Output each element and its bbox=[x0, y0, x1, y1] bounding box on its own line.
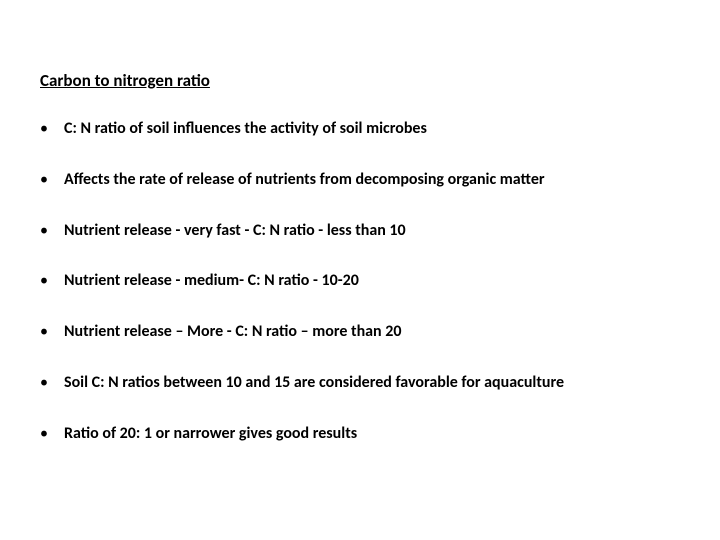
bullet-text: Affects the rate of release of nutrients… bbox=[64, 170, 680, 191]
bullet-text: Nutrient release – More - C: N ratio – m… bbox=[64, 322, 680, 343]
slide: Carbon to nitrogen ratio • C: N ratio of… bbox=[0, 0, 720, 540]
bullet-dot-icon: • bbox=[40, 170, 64, 191]
bullet-text: Ratio of 20: 1 or narrower gives good re… bbox=[64, 424, 680, 445]
bullet-dot-icon: • bbox=[40, 271, 64, 292]
list-item: • Nutrient release - very fast - C: N ra… bbox=[40, 221, 680, 242]
bullet-text: C: N ratio of soil influences the activi… bbox=[64, 119, 680, 140]
bullet-text: Nutrient release - very fast - C: N rati… bbox=[64, 221, 680, 242]
list-item: • Nutrient release - medium- C: N ratio … bbox=[40, 271, 680, 292]
slide-title: Carbon to nitrogen ratio bbox=[40, 70, 680, 91]
list-item: • Soil C: N ratios between 10 and 15 are… bbox=[40, 373, 680, 394]
list-item: • Ratio of 20: 1 or narrower gives good … bbox=[40, 424, 680, 445]
list-item: • Affects the rate of release of nutrien… bbox=[40, 170, 680, 191]
bullet-text: Soil C: N ratios between 10 and 15 are c… bbox=[64, 373, 680, 394]
list-item: • C: N ratio of soil influences the acti… bbox=[40, 119, 680, 140]
bullet-text: Nutrient release - medium- C: N ratio - … bbox=[64, 271, 680, 292]
list-item: • Nutrient release – More - C: N ratio –… bbox=[40, 322, 680, 343]
bullet-dot-icon: • bbox=[40, 119, 64, 140]
bullet-list: • C: N ratio of soil influences the acti… bbox=[40, 119, 680, 445]
bullet-dot-icon: • bbox=[40, 221, 64, 242]
bullet-dot-icon: • bbox=[40, 424, 64, 445]
bullet-dot-icon: • bbox=[40, 373, 64, 394]
bullet-dot-icon: • bbox=[40, 322, 64, 343]
